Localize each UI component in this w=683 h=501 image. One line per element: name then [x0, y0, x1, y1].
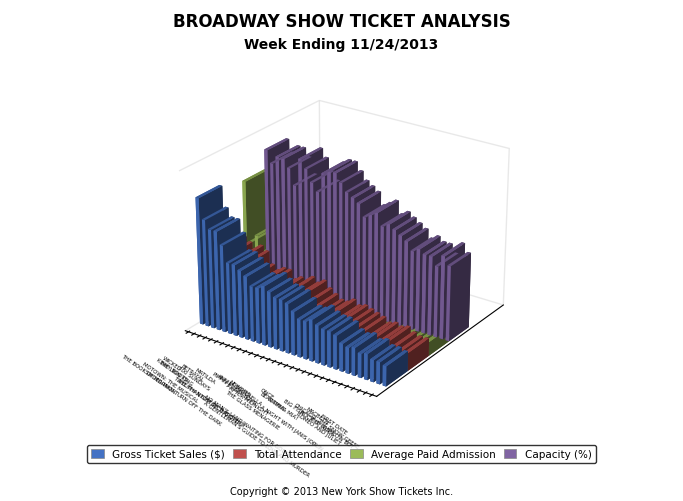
Text: Copyright © 2013 New York Show Tickets Inc.: Copyright © 2013 New York Show Tickets I… [230, 486, 453, 496]
Legend: Gross Ticket Sales ($), Total Attendance, Average Paid Admission, Capacity (%): Gross Ticket Sales ($), Total Attendance… [87, 445, 596, 463]
Text: Week Ending 11/24/2013: Week Ending 11/24/2013 [245, 38, 438, 52]
Text: BROADWAY SHOW TICKET ANALYSIS: BROADWAY SHOW TICKET ANALYSIS [173, 13, 510, 31]
